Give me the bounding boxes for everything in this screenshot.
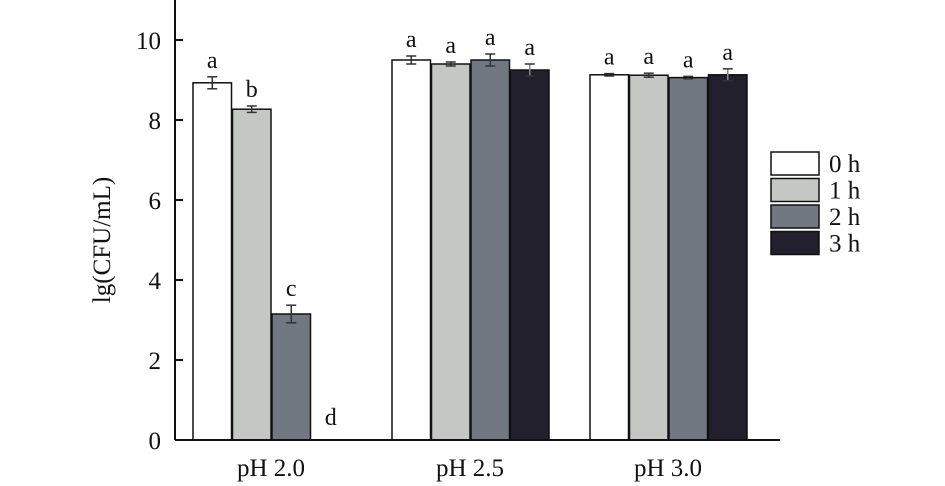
category-label: pH 2.0 [237, 455, 305, 482]
legend: 0 h1 h2 h3 h [770, 151, 861, 258]
y-tick-label: 6 [149, 188, 162, 215]
significance-label: a [643, 44, 654, 70]
bar [231, 108, 272, 441]
legend-swatch [770, 151, 820, 176]
bar [271, 313, 312, 441]
y-tick-label: 4 [149, 268, 162, 295]
significance-label: a [524, 35, 535, 61]
y-tick-label: 10 [136, 28, 161, 55]
significance-label: d [325, 405, 337, 431]
significance-label: a [445, 33, 456, 59]
bar [192, 82, 233, 441]
significance-label: c [286, 276, 297, 302]
y-tick-label: 2 [149, 348, 162, 375]
legend-swatch [770, 230, 820, 256]
significance-label: a [604, 45, 615, 71]
bar [430, 63, 471, 441]
y-tick-label: 8 [149, 108, 162, 135]
bar [391, 59, 432, 441]
axes: 0 2 4 6 8 10 [136, 0, 780, 455]
legend-label: 1 h [829, 178, 861, 205]
legend-label: 3 h [829, 231, 861, 258]
significance-label: a [485, 25, 496, 51]
bar [470, 59, 511, 441]
bar [509, 69, 550, 441]
bar [589, 74, 630, 441]
significance-label: a [406, 27, 417, 53]
y-tick-label: 0 [149, 428, 162, 455]
category-label: pH 2.5 [436, 455, 504, 482]
bar [668, 76, 709, 441]
significance-label: a [722, 40, 733, 66]
y-axis-title: lg(CFU/mL) [89, 177, 116, 303]
category-label: pH 3.0 [634, 455, 702, 482]
legend-swatch [770, 204, 820, 229]
significance-label: a [207, 48, 218, 74]
legend-label: 2 h [829, 204, 861, 231]
bars [192, 53, 748, 441]
significance-label: b [246, 77, 258, 103]
legend-swatch [770, 177, 820, 203]
bar [707, 74, 748, 441]
bar [628, 74, 669, 441]
legend-label: 0 h [829, 151, 861, 178]
significance-label: a [683, 47, 694, 73]
